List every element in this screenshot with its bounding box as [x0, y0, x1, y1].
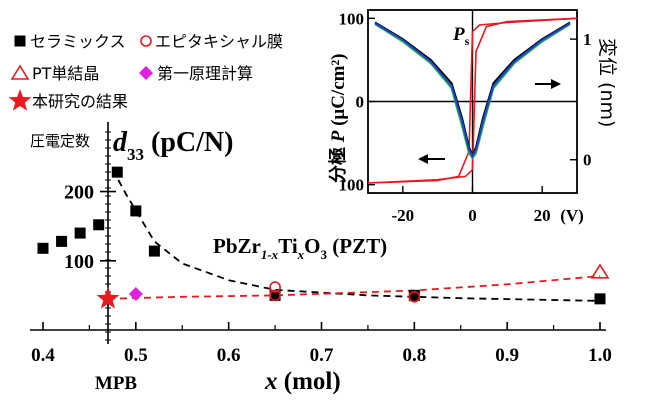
legend-label: エピタキシャル膜 [155, 32, 283, 51]
inset-x-tick-label: -20 [391, 206, 414, 225]
x-tick-label: 0.6 [217, 345, 241, 366]
inset-ps-annotation: Ps [452, 24, 470, 48]
inset-y2-axis-title: 変位 (nm) [596, 38, 618, 127]
inset-arrow-right-head [551, 79, 561, 89]
x-axis-title: x (mol) [264, 368, 341, 395]
x-tick-label: 0.4 [31, 345, 55, 366]
data-point-circle [269, 281, 281, 293]
x-tick-label: 0.7 [310, 345, 334, 366]
y-axis-prefix: 圧電定数 [30, 132, 90, 150]
data-point-square [130, 205, 142, 217]
data-point-square [74, 227, 86, 239]
mpb-label: MPB [95, 373, 138, 394]
inset-y-tick-label: 0 [356, 93, 365, 112]
legend-label: 本研究の結果 [32, 92, 128, 111]
data-point-triangle [590, 263, 610, 279]
inset-hysteresis-plot: -20 0 20 (V) 100 0 100 1 0 分極 P (μC/cm²) 変位 (nm) Ps [327, 9, 618, 225]
formula-label: PbZr1-xTixO3 (PZT) [213, 234, 387, 262]
inset-displacement-curve [374, 22, 571, 159]
data-point-square [93, 219, 105, 231]
data-point-circle [408, 290, 421, 303]
x-tick-label: 0.5 [124, 345, 148, 366]
data-point-star [96, 286, 120, 309]
data-point-square [148, 245, 160, 257]
x-tick-label: 1.0 [588, 345, 612, 366]
y-axis-title: d33 (pC/N) [113, 127, 233, 164]
legend-label: PT単結晶 [32, 64, 99, 83]
inset-hysteresis-lower [367, 17, 578, 184]
inset-x-tick-label: 20 [534, 206, 551, 225]
legend-label: 第一原理計算 [157, 64, 253, 83]
data-point-circle [269, 289, 281, 302]
data-point-square [408, 289, 420, 301]
legend-label: セラミックス [30, 32, 126, 51]
data-point-square [594, 293, 606, 305]
inset-y-tick-label: 100 [339, 176, 365, 195]
inset-x-unit: (V) [560, 206, 584, 225]
y-tick-label: 100 [64, 251, 94, 273]
data-point-square [111, 166, 123, 178]
inset-y2-tick-label: 1 [583, 30, 592, 49]
legend-marker-circle [140, 35, 152, 47]
inset-arrow-left-head [418, 154, 428, 164]
data-point-square [37, 242, 49, 254]
data-point-square [56, 235, 68, 247]
inset-y-tick-label: 100 [339, 9, 365, 28]
data-point-square [269, 289, 281, 301]
x-tick-label: 0.9 [495, 345, 519, 366]
inset-y-axis-title: 分極 P (μC/cm²) [327, 54, 349, 184]
trend-line [107, 275, 601, 300]
x-tick-label: 0.8 [402, 345, 426, 366]
legend-marker-diamond [139, 66, 153, 80]
legend-marker-square [14, 35, 26, 47]
data-point-diamond [128, 287, 143, 301]
inset-x-tick-label: 0 [468, 206, 477, 225]
inset-y2-tick-label: 0 [583, 151, 592, 170]
trend-line [111, 168, 601, 302]
y-tick-label: 200 [64, 182, 94, 204]
legend-marker-triangle [10, 64, 30, 80]
legend-marker-star [8, 89, 32, 111]
